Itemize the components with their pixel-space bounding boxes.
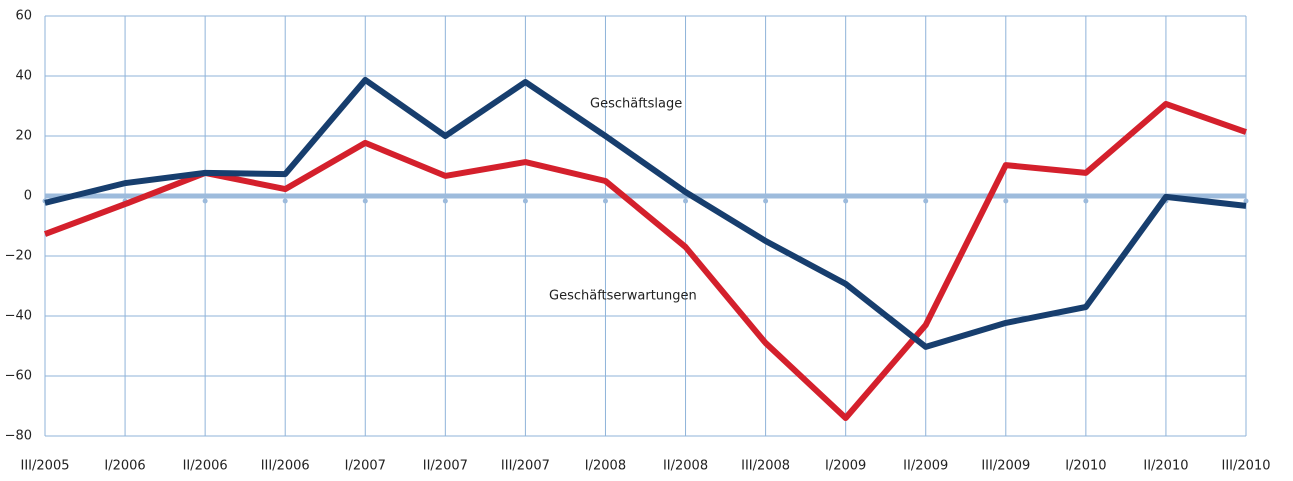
x-tick-label: III/2009	[981, 459, 1030, 474]
series-label: Geschäftserwartungen	[549, 289, 697, 304]
x-tick-label: II/2009	[903, 459, 948, 474]
y-tick-label: −40	[5, 309, 32, 324]
y-tick-label: −20	[5, 249, 32, 264]
x-tick-label: I/2007	[345, 459, 386, 474]
x-tick-mark	[362, 198, 368, 204]
x-tick-label: I/2009	[825, 459, 866, 474]
line-series	[43, 100, 1247, 421]
y-tick-label: −80	[5, 429, 32, 444]
x-tick-label: I/2008	[585, 459, 626, 474]
x-tick-label: III/2008	[741, 459, 790, 474]
y-tick-label: 20	[15, 129, 32, 144]
x-tick-mark	[763, 198, 769, 204]
x-tick-mark	[1083, 198, 1089, 204]
x-tick-mark	[442, 198, 448, 204]
y-tick-label: 60	[15, 9, 32, 24]
series-label: Geschäftslage	[590, 97, 682, 112]
x-tick-mark	[923, 198, 929, 204]
x-tick-label: II/2008	[663, 459, 708, 474]
x-tick-mark	[282, 198, 288, 204]
x-tick-label: I/2006	[104, 459, 145, 474]
x-tick-label: II/2010	[1143, 459, 1188, 474]
x-tick-label: I/2010	[1065, 459, 1106, 474]
y-tick-label: −60	[5, 369, 32, 384]
x-tick-mark	[843, 198, 849, 204]
x-tick-label: II/2007	[423, 459, 468, 474]
y-tick-label: 40	[15, 69, 32, 84]
x-tick-label: II/2006	[183, 459, 228, 474]
line-series	[44, 76, 1247, 350]
x-tick-label: III/2006	[261, 459, 310, 474]
x-tick-label: III/2005	[21, 459, 70, 474]
x-tick-mark	[683, 198, 689, 204]
x-tick-mark	[522, 198, 528, 204]
x-tick-label: III/2010	[1222, 459, 1271, 474]
x-tick-label: III/2007	[501, 459, 550, 474]
x-tick-mark	[202, 198, 208, 204]
y-tick-label: 0	[24, 189, 32, 204]
x-tick-mark	[1243, 198, 1249, 204]
x-tick-mark	[1003, 198, 1009, 204]
x-tick-mark	[602, 198, 608, 204]
